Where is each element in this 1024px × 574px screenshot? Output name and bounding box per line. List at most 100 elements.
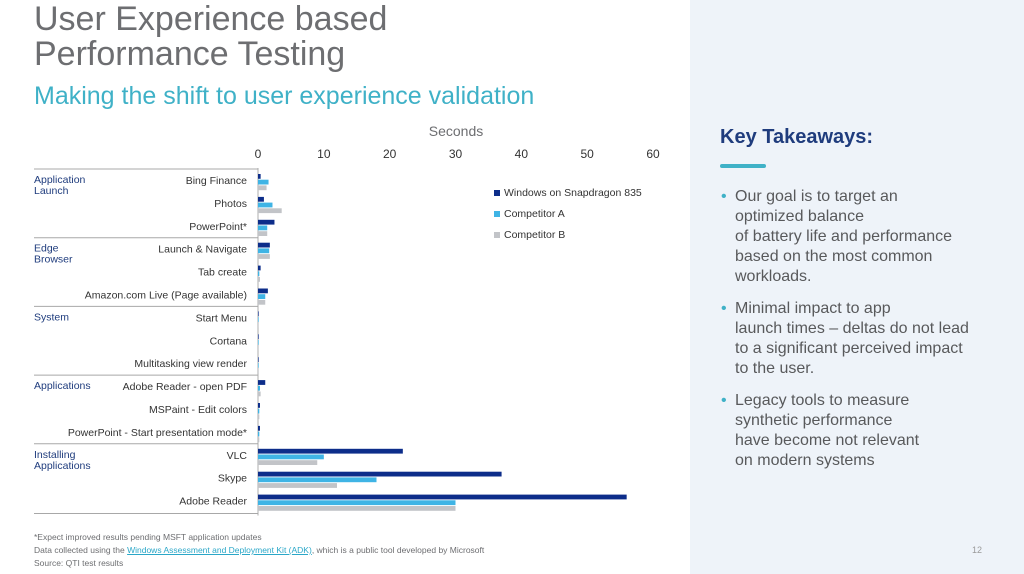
bar-2 — [258, 248, 270, 254]
slide-content: User Experience based Performance Testin… — [34, 1, 660, 570]
bar-1 — [258, 494, 627, 500]
bar-1 — [258, 380, 266, 385]
bar-2 — [258, 340, 259, 345]
bar-1 — [258, 174, 261, 179]
group-label: Installing — [34, 449, 76, 461]
group-label: Browser — [34, 254, 73, 266]
bar-1 — [258, 288, 268, 294]
bar-3 — [258, 460, 318, 465]
bar-1 — [258, 357, 259, 362]
group-label: System — [34, 311, 69, 323]
bar-1 — [258, 448, 403, 454]
bar-3 — [258, 299, 266, 305]
legend-label: Competitor A — [504, 208, 565, 220]
takeaway-text: Minimal impact to app launch times – del… — [735, 300, 969, 377]
bar-1 — [258, 425, 260, 431]
legend-swatch — [494, 232, 500, 238]
group-label: Application — [34, 174, 86, 186]
legend-label: Windows on Snapdragon 835 — [504, 187, 642, 199]
bar-2 — [258, 431, 260, 437]
category-label: MSPaint - Edit colors — [149, 404, 247, 416]
takeaways-list: • Our goal is to target an optimized bala… — [720, 187, 1020, 483]
x-tick-label: 60 — [646, 147, 660, 161]
bar-3 — [258, 414, 260, 420]
bar-3 — [258, 391, 261, 397]
bar-3 — [258, 368, 259, 374]
bar-1 — [258, 265, 261, 271]
category-label: Bing Finance — [186, 175, 247, 187]
bar-1 — [258, 471, 502, 477]
category-label: Adobe Reader - open PDF — [123, 381, 247, 393]
bar-2 — [258, 317, 259, 322]
group-label: Edge — [34, 243, 59, 255]
slide-subtitle: Making the shift to user experience vali… — [34, 82, 535, 110]
bar-2 — [258, 225, 268, 231]
takeaway-text: Our goal is to target an optimized balan… — [735, 188, 953, 285]
bar-2 — [258, 179, 269, 185]
bullet-dot-icon: • — [721, 392, 727, 409]
x-tick-label: 10 — [317, 147, 331, 161]
bar-1 — [258, 196, 264, 202]
category-label: Amazon.com Live (Page available) — [85, 290, 247, 302]
category-label: Skype — [218, 473, 247, 485]
group-label: Launch — [34, 185, 69, 197]
footnotes: *Expect improved results pending MSFT ap… — [34, 531, 484, 570]
legend-swatch — [494, 211, 500, 217]
footnote-2-prefix: Data collected using the — [34, 545, 128, 555]
footnote-3: Source: QTI test results — [34, 558, 124, 568]
bar-1 — [258, 219, 275, 225]
group-label: Applications — [34, 460, 91, 472]
bar-2 — [258, 385, 260, 391]
takeaway-item: • Legacy tools to measure synthetic perfo… — [720, 391, 1020, 471]
bar-1 — [258, 242, 270, 248]
category-label: Photos — [214, 198, 247, 210]
footnote-2-suffix: , which is a public tool developed by Mi… — [311, 545, 485, 555]
category-label: Adobe Reader — [179, 496, 247, 508]
title-text: User Experience based Performance Testin… — [34, 0, 388, 73]
chart-title: Seconds — [429, 123, 483, 139]
category-label: Multitasking view render — [134, 358, 247, 370]
page-number: 12 — [972, 545, 983, 555]
x-tick-label: 50 — [580, 147, 594, 161]
bar-3 — [258, 208, 282, 214]
bar-3 — [258, 322, 259, 328]
bar-2 — [258, 362, 259, 368]
x-tick-label: 40 — [515, 147, 529, 161]
bar-3 — [258, 345, 259, 351]
takeaway-text: Legacy tools to measure synthetic perfor… — [735, 392, 920, 469]
slide-title: User Experience based Performance Testin… — [34, 2, 387, 72]
category-label: PowerPoint - Start presentation mode* — [68, 427, 247, 439]
bar-3 — [258, 437, 260, 443]
bar-2 — [258, 500, 456, 506]
footnote-2: Data collected using the Windows Assessm… — [34, 544, 484, 557]
bullet-dot-icon: • — [721, 300, 727, 317]
category-label: Cortana — [210, 335, 248, 347]
takeaways-panel: Key Takeaways: • Our goal is to target an… — [690, 0, 1024, 574]
bar-2 — [258, 454, 324, 460]
category-label: PowerPoint* — [189, 221, 247, 233]
bar-1 — [258, 311, 259, 317]
legend-label: Competitor B — [504, 229, 565, 241]
x-tick-label: 20 — [383, 147, 397, 161]
bar-2 — [258, 477, 377, 483]
bar-1 — [258, 334, 259, 340]
takeaways-title: Key Takeaways: — [720, 126, 874, 148]
takeaway-item: • Our goal is to target an optimized bala… — [720, 187, 1020, 287]
bar-3 — [258, 185, 267, 191]
group-label: Applications — [34, 380, 91, 392]
adk-link[interactable]: Windows Assessment and Deployment Kit (A… — [127, 545, 312, 555]
x-tick-label: 30 — [449, 147, 463, 161]
takeaway-item: • Minimal impact to app launch times – de… — [720, 299, 1020, 379]
bar-3 — [258, 254, 270, 259]
bar-2 — [258, 271, 260, 277]
bar-2 — [258, 294, 266, 299]
legend-swatch — [494, 190, 500, 196]
bar-2 — [258, 202, 273, 208]
category-label: Start Menu — [196, 312, 248, 324]
category-label: VLC — [227, 450, 248, 462]
takeaways-underline — [720, 164, 766, 168]
bar-2 — [258, 408, 260, 414]
bar-3 — [258, 483, 337, 488]
footnote-1: *Expect improved results pending MSFT ap… — [34, 532, 262, 542]
